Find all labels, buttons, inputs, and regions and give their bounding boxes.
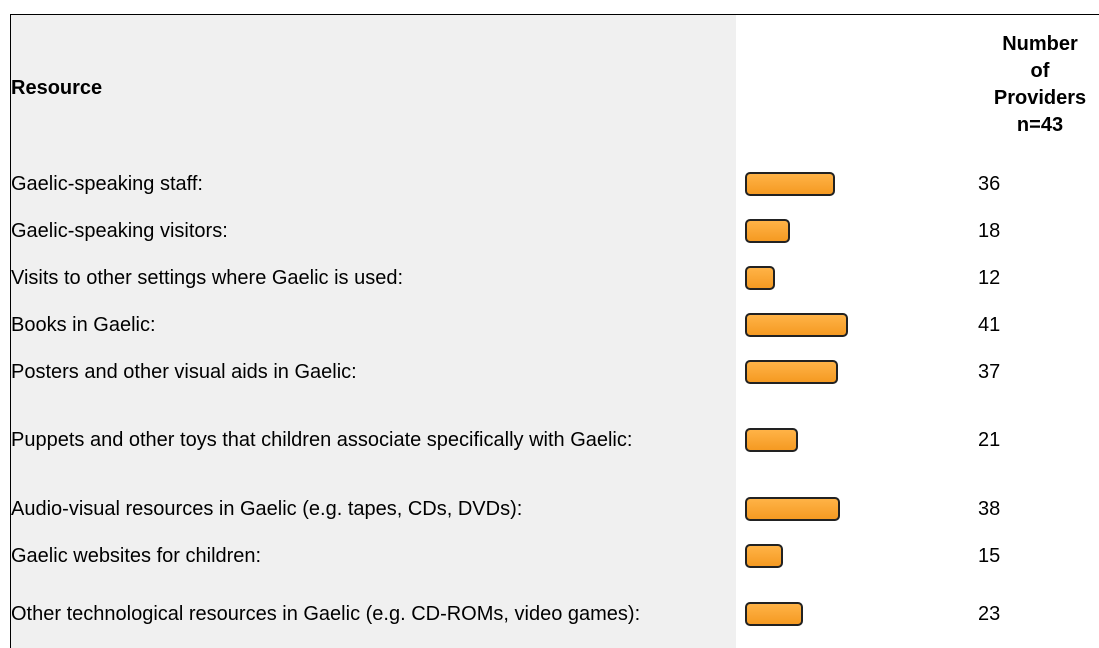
provider-count: 38 — [978, 497, 1001, 520]
resource-label: Audio-visual resources in Gaelic (e.g. t… — [11, 497, 523, 520]
provider-count: 18 — [978, 219, 1001, 242]
number-header-line: n=43 — [1016, 114, 1064, 136]
number-header: Number of Providers n=43 — [975, 31, 1099, 139]
resource-column-bg — [11, 15, 736, 648]
number-header-line: Number — [1002, 33, 1078, 55]
resource-header: Resource — [11, 76, 103, 99]
bar — [745, 312, 848, 337]
provider-count: 41 — [978, 313, 1001, 336]
resource-label: Gaelic-speaking visitors: — [11, 219, 228, 242]
resource-label: Puppets and other toys that children ass… — [11, 429, 633, 451]
left-border — [10, 14, 11, 648]
top-border — [10, 14, 1099, 15]
provider-count: 36 — [978, 172, 1001, 195]
bar — [745, 218, 790, 243]
resource-label: Other technological resources in Gaelic … — [11, 602, 641, 625]
bar — [745, 601, 803, 626]
provider-count: 23 — [978, 602, 1001, 625]
resource-label: Posters and other visual aids in Gaelic: — [11, 360, 357, 383]
bar — [745, 496, 840, 521]
provider-count: 15 — [978, 544, 1001, 567]
number-header-line: Providers — [993, 87, 1087, 109]
provider-count: 12 — [978, 266, 1001, 289]
bar — [745, 359, 838, 384]
provider-count: 21 — [978, 429, 1001, 451]
resource-label: Gaelic-speaking staff: — [11, 172, 203, 195]
resource-label: Gaelic websites for children: — [11, 544, 262, 567]
resource-label: Visits to other settings where Gaelic is… — [11, 266, 404, 289]
provider-count: 37 — [978, 360, 1001, 383]
bar — [745, 543, 783, 568]
resource-label: Books in Gaelic: — [11, 313, 156, 336]
bar — [745, 265, 775, 290]
bar — [745, 428, 798, 452]
number-header-line: of — [1030, 60, 1050, 82]
bar — [745, 171, 835, 196]
